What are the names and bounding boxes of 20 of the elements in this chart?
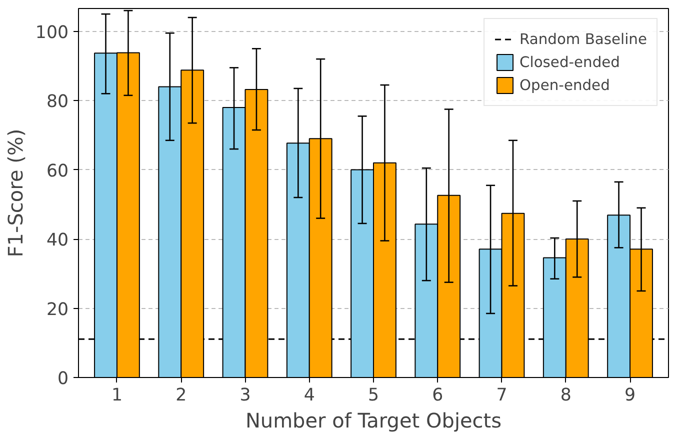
y-tick-label: 80 bbox=[46, 92, 69, 112]
x-tick-label: 2 bbox=[176, 386, 187, 406]
y-tick-label: 100 bbox=[35, 22, 69, 43]
legend-label: Open-ended bbox=[520, 76, 610, 94]
y-tick-label: 0 bbox=[57, 369, 69, 389]
x-tick-label: 3 bbox=[240, 386, 251, 406]
y-tick-label: 60 bbox=[46, 161, 69, 182]
y-tick-label: 20 bbox=[46, 300, 69, 320]
x-tick-label: 5 bbox=[368, 386, 380, 406]
x-tick-label: 7 bbox=[496, 386, 508, 406]
y-tick-label: 40 bbox=[46, 230, 69, 251]
legend-label: Closed-ended bbox=[520, 54, 620, 70]
x-tick-label: 1 bbox=[111, 386, 122, 406]
legend-label: Random Baseline bbox=[520, 30, 647, 48]
x-tick-label: 9 bbox=[624, 386, 636, 406]
x-tick-label: 8 bbox=[560, 386, 572, 406]
y-axis-title: F1-Score (%) bbox=[3, 128, 28, 258]
x-axis-title: Number of Target Objects bbox=[245, 408, 502, 432]
x-tick-label: 6 bbox=[432, 386, 444, 406]
x-tick-label: 4 bbox=[304, 386, 315, 406]
